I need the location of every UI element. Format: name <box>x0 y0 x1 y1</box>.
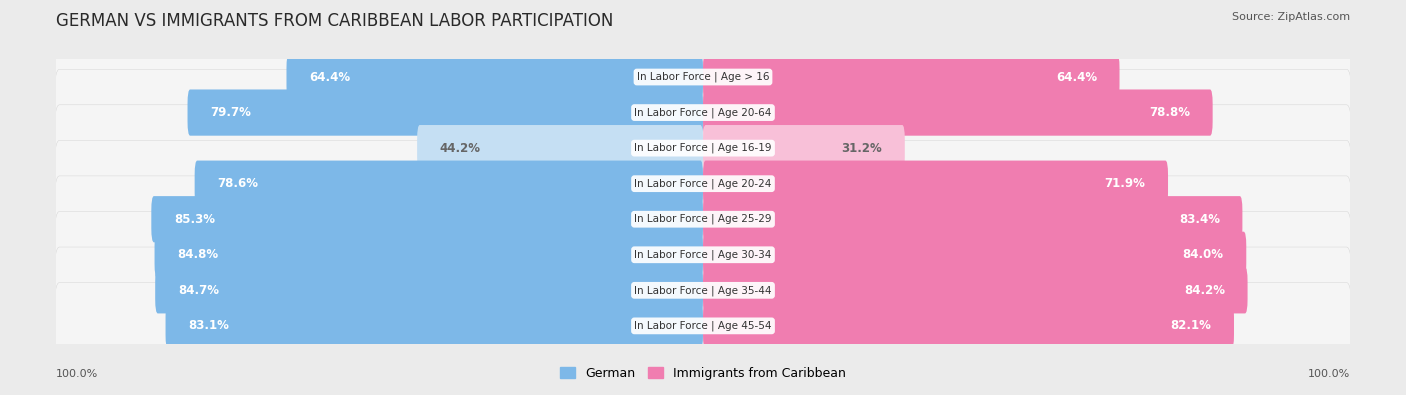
FancyBboxPatch shape <box>55 69 1351 156</box>
Text: In Labor Force | Age 16-19: In Labor Force | Age 16-19 <box>634 143 772 153</box>
FancyBboxPatch shape <box>703 303 1234 349</box>
Text: In Labor Force | Age 45-54: In Labor Force | Age 45-54 <box>634 321 772 331</box>
FancyBboxPatch shape <box>55 105 1351 192</box>
Text: 100.0%: 100.0% <box>1308 369 1350 379</box>
Text: 64.4%: 64.4% <box>309 71 350 83</box>
Text: Source: ZipAtlas.com: Source: ZipAtlas.com <box>1232 12 1350 22</box>
FancyBboxPatch shape <box>152 196 703 243</box>
FancyBboxPatch shape <box>55 34 1351 120</box>
FancyBboxPatch shape <box>703 90 1212 136</box>
Text: 71.9%: 71.9% <box>1105 177 1146 190</box>
Text: 82.1%: 82.1% <box>1170 320 1212 332</box>
Legend: German, Immigrants from Caribbean: German, Immigrants from Caribbean <box>555 362 851 385</box>
Text: 78.6%: 78.6% <box>218 177 259 190</box>
FancyBboxPatch shape <box>194 160 703 207</box>
Text: 84.2%: 84.2% <box>1184 284 1225 297</box>
Text: 79.7%: 79.7% <box>209 106 252 119</box>
FancyBboxPatch shape <box>55 211 1351 298</box>
Text: In Labor Force | Age 35-44: In Labor Force | Age 35-44 <box>634 285 772 295</box>
Text: 44.2%: 44.2% <box>440 142 481 154</box>
FancyBboxPatch shape <box>155 267 703 314</box>
FancyBboxPatch shape <box>703 231 1246 278</box>
FancyBboxPatch shape <box>287 54 703 100</box>
Text: 83.1%: 83.1% <box>188 320 229 332</box>
FancyBboxPatch shape <box>55 282 1351 369</box>
Text: 84.0%: 84.0% <box>1182 248 1223 261</box>
Text: In Labor Force | Age 30-34: In Labor Force | Age 30-34 <box>634 250 772 260</box>
FancyBboxPatch shape <box>703 54 1119 100</box>
FancyBboxPatch shape <box>166 303 703 349</box>
Text: 85.3%: 85.3% <box>174 213 215 226</box>
Text: 64.4%: 64.4% <box>1056 71 1097 83</box>
Text: GERMAN VS IMMIGRANTS FROM CARIBBEAN LABOR PARTICIPATION: GERMAN VS IMMIGRANTS FROM CARIBBEAN LABO… <box>56 12 613 30</box>
Text: 31.2%: 31.2% <box>841 142 882 154</box>
Text: 84.8%: 84.8% <box>177 248 218 261</box>
FancyBboxPatch shape <box>155 231 703 278</box>
FancyBboxPatch shape <box>55 247 1351 334</box>
Text: 84.7%: 84.7% <box>177 284 219 297</box>
Text: In Labor Force | Age > 16: In Labor Force | Age > 16 <box>637 72 769 82</box>
FancyBboxPatch shape <box>703 125 905 171</box>
Text: 78.8%: 78.8% <box>1149 106 1189 119</box>
Text: In Labor Force | Age 20-64: In Labor Force | Age 20-64 <box>634 107 772 118</box>
FancyBboxPatch shape <box>703 196 1243 243</box>
Text: 83.4%: 83.4% <box>1178 213 1220 226</box>
Text: 100.0%: 100.0% <box>56 369 98 379</box>
FancyBboxPatch shape <box>55 176 1351 263</box>
FancyBboxPatch shape <box>187 90 703 136</box>
FancyBboxPatch shape <box>418 125 703 171</box>
Text: In Labor Force | Age 25-29: In Labor Force | Age 25-29 <box>634 214 772 224</box>
FancyBboxPatch shape <box>703 160 1168 207</box>
FancyBboxPatch shape <box>703 267 1247 314</box>
Text: In Labor Force | Age 20-24: In Labor Force | Age 20-24 <box>634 179 772 189</box>
FancyBboxPatch shape <box>55 140 1351 227</box>
